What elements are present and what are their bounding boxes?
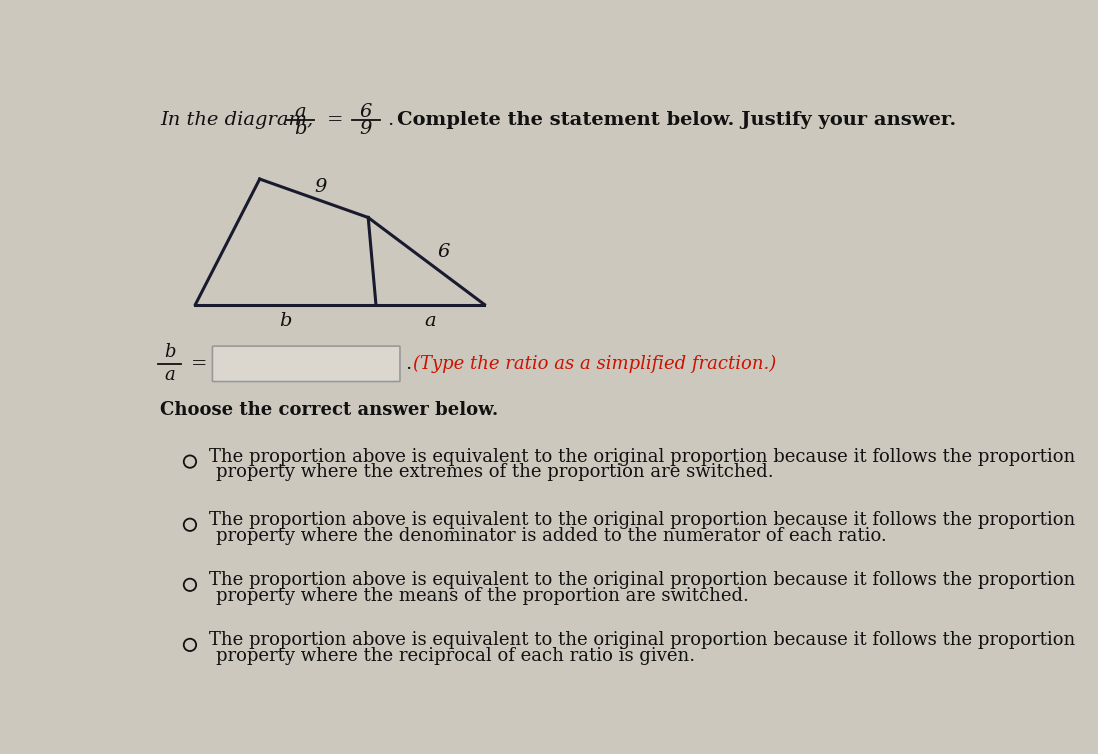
Text: 6: 6 xyxy=(437,243,449,261)
Text: The proportion above is equivalent to the original proportion because it follows: The proportion above is equivalent to th… xyxy=(209,631,1075,649)
Text: b: b xyxy=(294,120,306,138)
Text: (Type the ratio as a simplified fraction.): (Type the ratio as a simplified fraction… xyxy=(413,354,776,373)
Text: .: . xyxy=(405,355,412,372)
Text: The proportion above is equivalent to the original proportion because it follows: The proportion above is equivalent to th… xyxy=(209,448,1075,466)
Text: The proportion above is equivalent to the original proportion because it follows: The proportion above is equivalent to th… xyxy=(209,572,1075,589)
Text: property where the extremes of the proportion are switched.: property where the extremes of the propo… xyxy=(216,464,774,481)
Text: a: a xyxy=(165,366,176,385)
Text: =: = xyxy=(191,355,208,372)
Text: In the diagram,: In the diagram, xyxy=(160,111,314,129)
Text: property where the denominator is added to the numerator of each ratio.: property where the denominator is added … xyxy=(216,526,887,544)
Text: b: b xyxy=(164,343,176,361)
Text: The proportion above is equivalent to the original proportion because it follows: The proportion above is equivalent to th… xyxy=(209,511,1075,529)
Text: b: b xyxy=(279,312,292,330)
Text: 9: 9 xyxy=(314,179,326,197)
Text: property where the reciprocal of each ratio is given.: property where the reciprocal of each ra… xyxy=(216,647,695,665)
Text: .: . xyxy=(386,111,393,129)
FancyBboxPatch shape xyxy=(212,346,400,382)
Text: 9: 9 xyxy=(360,120,372,138)
Text: a: a xyxy=(294,103,306,121)
Text: Choose the correct answer below.: Choose the correct answer below. xyxy=(160,401,498,419)
Text: a: a xyxy=(425,312,436,330)
Text: =: = xyxy=(326,111,343,129)
Text: property where the means of the proportion are switched.: property where the means of the proporti… xyxy=(216,587,749,605)
Text: 6: 6 xyxy=(360,103,372,121)
Text: Complete the statement below. Justify your answer.: Complete the statement below. Justify yo… xyxy=(396,111,956,129)
